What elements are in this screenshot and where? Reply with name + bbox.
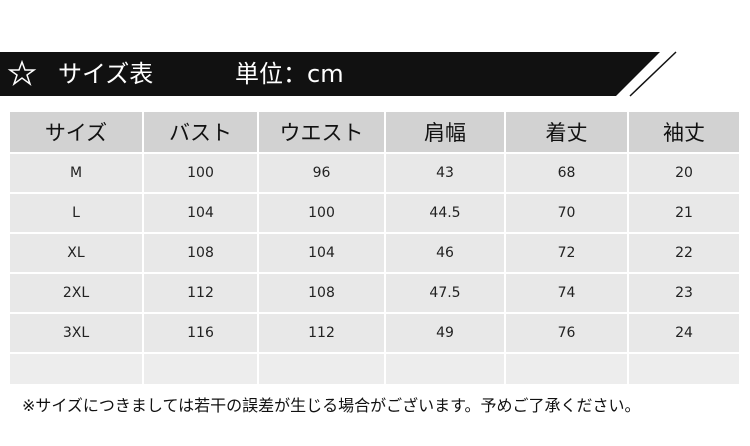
table-cell: 44.5 (385, 192, 506, 233)
column-header: ウエスト (258, 112, 386, 153)
table-cell: 49 (385, 312, 506, 353)
table-cell: 2XL (10, 272, 144, 313)
empty-cell (143, 352, 259, 384)
table-cell: 21 (628, 192, 741, 233)
header-unit: 単位：cm (235, 60, 344, 88)
table-cell: 116 (143, 312, 259, 353)
table-cell: 70 (505, 192, 629, 233)
empty-cell (385, 352, 506, 384)
table-cell: 76 (505, 312, 629, 353)
table-cell: 108 (258, 272, 386, 313)
table-cell: 68 (505, 152, 629, 193)
table-cell: 112 (143, 272, 259, 313)
table-cell: 23 (628, 272, 741, 313)
column-header: サイズ (10, 112, 144, 153)
table-cell: 96 (258, 152, 386, 193)
table-cell: 47.5 (385, 272, 506, 313)
table-row: 2XL 112 108 47.5 74 23 (10, 272, 741, 313)
table-cell: 104 (143, 192, 259, 233)
table-cell: XL (10, 232, 144, 273)
empty-cell (258, 352, 386, 384)
empty-cell (505, 352, 629, 384)
header-title: サイズ表 (58, 60, 154, 88)
table-cell: 20 (628, 152, 741, 193)
empty-cell (628, 352, 741, 384)
note: ※サイズにつきましては若干の誤差が生じる場合がございます。予めご了承ください。 (22, 396, 641, 415)
table-cell: 43 (385, 152, 506, 193)
table-cell: 46 (385, 232, 506, 273)
column-header: 着丈 (505, 112, 629, 153)
table-cell: 3XL (10, 312, 144, 353)
banner-bar (0, 52, 660, 96)
table-cell: 108 (143, 232, 259, 273)
table-row: XL 108 104 46 72 22 (10, 232, 741, 273)
star-icon (7, 59, 37, 87)
table-cell: 104 (258, 232, 386, 273)
table-cell: 100 (143, 152, 259, 193)
table-cell: 22 (628, 232, 741, 273)
table-cell: 24 (628, 312, 741, 353)
table-row: M 100 96 43 68 20 (10, 152, 741, 193)
column-header: 肩幅 (385, 112, 506, 153)
table-cell: M (10, 152, 144, 193)
table-row: 3XL 116 112 49 76 24 (10, 312, 741, 353)
table-cell: 72 (505, 232, 629, 273)
table-cell: 100 (258, 192, 386, 233)
empty-cell (10, 352, 144, 384)
column-header: 袖丈 (628, 112, 741, 153)
header-banner (0, 51, 677, 97)
column-header: バスト (143, 112, 259, 153)
table-cell: 112 (258, 312, 386, 353)
table-cell: L (10, 192, 144, 233)
banner-stripe (629, 51, 677, 97)
size-table: サイズ バスト ウエスト 肩幅 着丈 袖丈 M 100 96 43 68 20 L 104 100 44.5… (10, 112, 741, 384)
header-row: サイズ バスト ウエスト 肩幅 着丈 袖丈 (10, 112, 741, 153)
table-cell: 74 (505, 272, 629, 313)
empty-row (10, 352, 741, 384)
table-row: L 104 100 44.5 70 21 (10, 192, 741, 233)
